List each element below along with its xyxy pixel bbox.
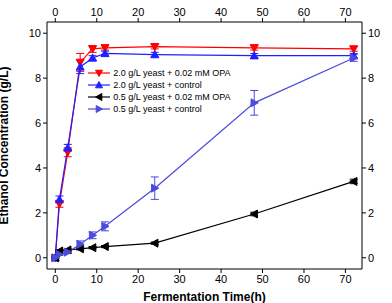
- svg-text:6: 6: [368, 117, 374, 129]
- svg-text:2: 2: [35, 207, 41, 219]
- svg-text:10: 10: [91, 273, 103, 285]
- svg-text:40: 40: [215, 273, 227, 285]
- svg-text:4: 4: [35, 162, 41, 174]
- svg-text:60: 60: [298, 6, 310, 18]
- svg-text:0: 0: [52, 6, 58, 18]
- svg-text:70: 70: [339, 6, 351, 18]
- svg-text:50: 50: [256, 273, 268, 285]
- svg-text:20: 20: [132, 273, 144, 285]
- svg-text:30: 30: [174, 273, 186, 285]
- html-text:2.0 g/L yeast + 0.02 mM OPA: 2.0 g/L yeast + 0.02 mM OPA: [113, 67, 231, 78]
- svg-text:0: 0: [35, 252, 41, 264]
- html-text:0.5 g/L yeast + 0.02 mM OPA: 0.5 g/L yeast + 0.02 mM OPA: [113, 91, 231, 102]
- html-text:2.0 g/L yeast + control: 2.0 g/L yeast + control: [113, 79, 202, 90]
- svg-text:Ethanol Concentration (g/L): Ethanol Concentration (g/L): [8, 67, 11, 225]
- svg-text:40: 40: [215, 6, 227, 18]
- svg-text:0: 0: [368, 252, 374, 264]
- svg-text:10: 10: [29, 27, 41, 39]
- svg-text:10: 10: [368, 27, 380, 39]
- svg-text:6: 6: [35, 117, 41, 129]
- svg-text:30: 30: [174, 6, 186, 18]
- svg-text:60: 60: [298, 273, 310, 285]
- html-text:0.5 g/L yeast + control: 0.5 g/L yeast + control: [113, 103, 202, 114]
- svg-text:2: 2: [368, 207, 374, 219]
- svg-text:20: 20: [132, 6, 144, 18]
- svg-text:50: 50: [256, 6, 268, 18]
- svg-text:10: 10: [91, 6, 103, 18]
- svg-text:0: 0: [52, 273, 58, 285]
- svg-text:8: 8: [368, 72, 374, 84]
- svg-text:70: 70: [339, 273, 351, 285]
- svg-text:4: 4: [368, 162, 374, 174]
- svg-text:8: 8: [35, 72, 41, 84]
- svg-text:Fermentation Time(h): Fermentation Time(h): [143, 290, 265, 303]
